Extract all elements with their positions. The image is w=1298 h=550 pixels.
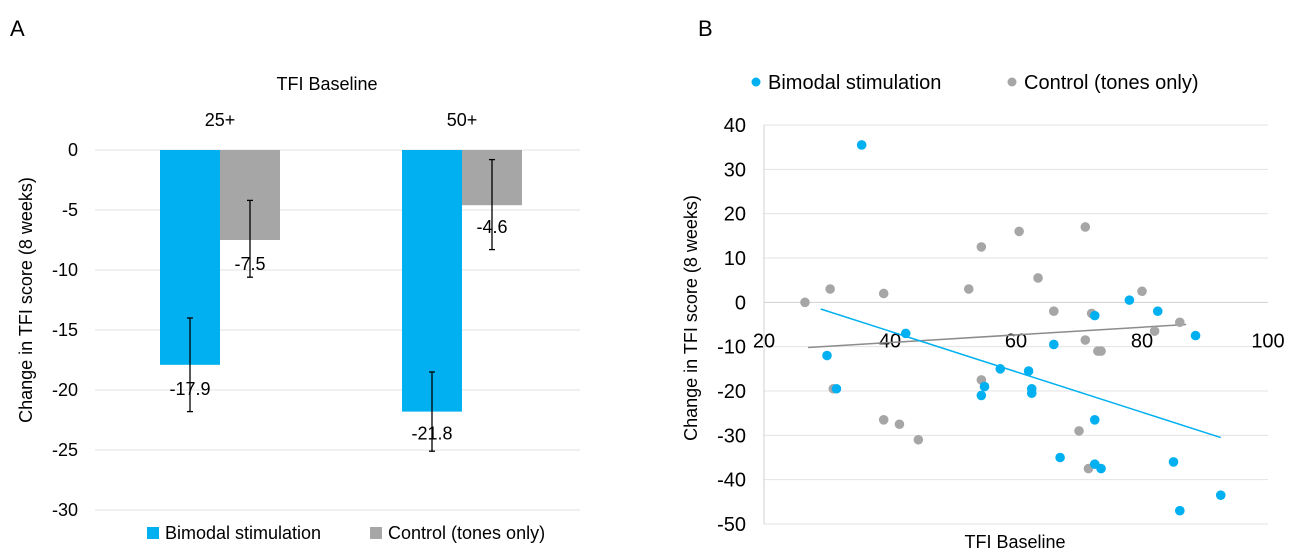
panel-b-point xyxy=(1074,426,1084,436)
panel-b-point xyxy=(1215,490,1226,500)
panel-b-point xyxy=(1033,273,1043,283)
panel-b-label: B xyxy=(698,16,713,41)
panel-b-gridlines xyxy=(763,124,1268,525)
panel-b-y-tick-label: -20 xyxy=(717,381,746,403)
panel-b-point xyxy=(1175,317,1185,328)
panel-b-point xyxy=(1049,306,1059,317)
panel-b-y-tick-label: -40 xyxy=(717,470,746,492)
panel-b-y-tick-label: 40 xyxy=(724,115,746,137)
panel-b-y-axis-title: Change in TFI score (8 weeks) xyxy=(681,195,701,441)
legend-marker-bimodal xyxy=(751,77,761,87)
panel-b-legend: Bimodal stimulation Control (tones only) xyxy=(751,72,1199,94)
panel-a-data-label: -4.6 xyxy=(476,217,507,237)
panel-b-x-tick-label: 20 xyxy=(753,330,775,352)
panel-b-point xyxy=(1049,339,1059,350)
panel-a-category-label-1: 50+ xyxy=(447,110,478,130)
panel-b-point xyxy=(976,390,987,401)
legend-label-bimodal: Bimodal stimulation xyxy=(165,523,321,543)
panel-b: B Bimodal stimulation Control (tones onl… xyxy=(681,16,1285,550)
panel-a-error-bars xyxy=(187,158,495,452)
panel-b-point xyxy=(1023,366,1034,376)
panel-b-x-tick-label: 100 xyxy=(1251,330,1284,352)
panel-b-y-tick-label: -50 xyxy=(717,514,746,536)
panel-a-y-tick-label: -30 xyxy=(52,500,78,520)
panel-a-y-axis-title: Change in TFI score (8 weeks) xyxy=(16,177,36,423)
panel-b-point xyxy=(1190,330,1201,341)
panel-b-x-axis-title: TFI Baseline xyxy=(964,532,1065,550)
panel-b-x-tick-labels: 20 40 60 80 100 xyxy=(753,330,1285,352)
panel-b-point xyxy=(976,242,987,252)
panel-b-point xyxy=(1149,326,1160,336)
panel-b-point xyxy=(894,419,905,430)
panel-a: A TFI Baseline 25+ 50+ Change in TFI sco… xyxy=(10,16,580,543)
panel-a-data-label: -7.5 xyxy=(234,254,265,274)
panel-b-point xyxy=(831,383,842,394)
panel-a-legend: Bimodal stimulation Control (tones only) xyxy=(147,523,545,543)
panel-b-point xyxy=(878,288,889,299)
legend-swatch-bimodal xyxy=(147,527,159,539)
panel-b-point xyxy=(1096,346,1106,356)
panel-b-y-tick-label: 30 xyxy=(724,159,746,181)
panel-a-data-labels: -17.9 -21.8 -7.5 -4.6 xyxy=(169,217,507,443)
panel-b-y-tick-label: 20 xyxy=(724,204,746,226)
panel-b-point xyxy=(1096,463,1106,474)
panel-a-y-tick-label: -20 xyxy=(52,380,78,400)
panel-a-bar xyxy=(402,150,462,412)
panel-a-y-tick-label: -10 xyxy=(52,260,78,280)
panel-b-y-tick-label: 0 xyxy=(735,292,746,314)
panel-b-x-tick-label: 60 xyxy=(1005,330,1027,352)
panel-b-point xyxy=(1014,226,1024,237)
panel-b-y-tick-label: -10 xyxy=(717,337,746,359)
panel-a-y-tick-label: -25 xyxy=(52,440,78,460)
panel-a-y-tick-labels: 0 -5 -10 -15 -20 -25 -30 xyxy=(52,140,78,520)
legend-label-control: Control (tones only) xyxy=(388,523,545,543)
panel-b-trendline xyxy=(820,308,1221,439)
panel-b-x-tick-label: 40 xyxy=(879,330,901,352)
panel-b-point xyxy=(825,284,835,294)
panel-b-point xyxy=(1080,222,1091,232)
panel-a-y-tick-label: -15 xyxy=(52,320,78,340)
panel-a-y-tick-label: 0 xyxy=(68,140,78,160)
panel-b-y-tick-label: -30 xyxy=(717,425,746,447)
panel-b-point xyxy=(856,140,867,150)
panel-b-point xyxy=(1152,306,1163,317)
legend-swatch-control xyxy=(370,527,382,539)
legend-label-bimodal-b: Bimodal stimulation xyxy=(768,72,941,94)
panel-a-label: A xyxy=(10,16,25,41)
panel-b-trendline xyxy=(808,323,1187,349)
panel-b-point xyxy=(913,434,924,445)
legend-label-control-b: Control (tones only) xyxy=(1024,72,1199,94)
panel-b-point xyxy=(1089,415,1100,425)
panel-b-point xyxy=(1055,452,1065,463)
panel-a-y-tick-label: -5 xyxy=(62,200,78,220)
panel-b-point xyxy=(1080,335,1091,345)
panel-a-data-label: -21.8 xyxy=(411,424,452,444)
panel-a-category-label-0: 25+ xyxy=(205,110,236,130)
panel-b-y-tick-labels: 40 30 20 10 0 -10 -20 -30 -40 -50 xyxy=(717,115,746,536)
panel-b-point xyxy=(800,297,810,308)
panel-b-points xyxy=(800,140,1226,516)
panel-b-point xyxy=(822,350,832,361)
panel-b-point xyxy=(1175,505,1185,516)
panel-b-x-tick-label: 80 xyxy=(1131,330,1153,352)
panel-a-bars xyxy=(160,150,522,412)
panel-b-point xyxy=(1124,295,1135,305)
panel-b-point xyxy=(995,364,1006,374)
legend-marker-control xyxy=(1007,77,1017,87)
panel-b-point xyxy=(979,381,990,392)
panel-a-title: TFI Baseline xyxy=(276,74,377,94)
panel-b-trendlines xyxy=(808,308,1221,439)
panel-b-point xyxy=(900,328,911,339)
panel-b-point xyxy=(963,284,974,294)
panel-b-point xyxy=(1168,457,1179,467)
panel-a-data-label: -17.9 xyxy=(169,379,210,399)
panel-b-y-tick-label: 10 xyxy=(724,248,746,270)
panel-b-point xyxy=(1026,388,1037,399)
panel-b-point xyxy=(1137,286,1147,297)
panel-b-point xyxy=(878,415,889,425)
panel-b-point xyxy=(1089,310,1100,321)
